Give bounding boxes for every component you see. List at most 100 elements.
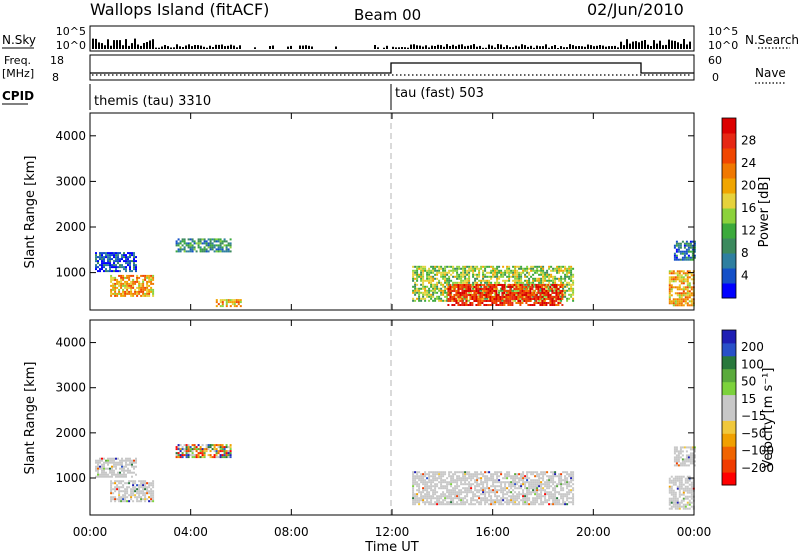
colorbar-tick-label: 20: [741, 179, 756, 193]
echo-cell: [452, 267, 455, 270]
echo-cell: [689, 446, 692, 449]
echo-cell: [545, 286, 548, 288]
echo-cell: [120, 274, 123, 277]
echo-cell: [105, 471, 107, 474]
echo-cell: [686, 278, 689, 281]
echo-cell: [460, 491, 463, 494]
echo-cell: [503, 296, 506, 298]
echo-cell: [518, 479, 521, 482]
echo-cell: [554, 471, 557, 474]
echo-cell: [508, 277, 511, 280]
nsky-bar: [623, 45, 625, 49]
echo-cell: [450, 503, 453, 506]
echo-cell: [678, 280, 681, 283]
echo-cell: [564, 501, 567, 504]
echo-cell: [414, 497, 417, 500]
echo-cell: [474, 473, 477, 476]
echo-cell: [99, 252, 101, 255]
echo-cell: [107, 457, 109, 460]
echo-cell: [197, 452, 200, 455]
echo-cell: [148, 290, 151, 293]
echo-cell: [127, 262, 129, 265]
echo-cell: [528, 491, 531, 494]
echo-cell: [481, 284, 484, 286]
echo-cell: [133, 264, 135, 267]
echo-cell: [132, 490, 135, 493]
echo-cell: [682, 298, 685, 301]
echo-cell: [111, 457, 113, 460]
echo-cell: [674, 477, 677, 480]
echo-cell: [464, 271, 467, 274]
echo-cell: [124, 492, 127, 495]
nsky-bar: [512, 47, 514, 49]
echo-cell: [101, 258, 103, 261]
echo-cell: [412, 481, 415, 484]
echo-cell: [187, 238, 190, 241]
echo-cell: [678, 489, 681, 492]
echo-cell: [514, 279, 517, 282]
nsky-bar: [677, 42, 679, 49]
nsky-bar: [113, 40, 115, 49]
echo-cell: [502, 503, 505, 506]
echo-cell: [516, 503, 519, 506]
echo-cell: [203, 454, 206, 457]
echo-cell: [474, 489, 477, 492]
echo-cell: [422, 277, 425, 280]
echo-cell: [572, 287, 575, 290]
echo-cell: [209, 444, 212, 447]
echo-cell: [434, 477, 437, 480]
echo-cell: [494, 293, 497, 296]
echo-cell: [689, 454, 692, 457]
echo-cell: [468, 491, 471, 494]
echo-cell: [476, 499, 479, 502]
echo-cell: [678, 483, 681, 486]
echo-cell: [501, 302, 504, 304]
echo-cell: [508, 271, 511, 274]
echo-cell: [570, 489, 573, 492]
echo-cell: [525, 286, 528, 288]
echo-cell: [510, 491, 513, 494]
nsky-bar: [170, 47, 172, 49]
echo-cell: [516, 473, 519, 476]
echo-cell: [501, 304, 504, 306]
echo-cell: [130, 292, 133, 295]
echo-cell: [144, 498, 147, 501]
echo-cell: [191, 238, 194, 241]
echo-cell: [209, 454, 212, 457]
echo-cell: [540, 497, 543, 500]
echo-cell: [461, 290, 464, 292]
echo-cell: [430, 495, 433, 498]
echo-cell: [458, 477, 461, 480]
echo-cell: [177, 448, 180, 451]
x-tick-label: 08:00: [274, 525, 309, 539]
nsky-bar: [587, 44, 589, 49]
colorbar-tick-label: 200: [741, 340, 764, 354]
echo-cell: [539, 294, 542, 296]
echo-cell: [552, 471, 555, 474]
echo-cell: [179, 248, 182, 251]
echo-cell: [536, 277, 539, 280]
echo-cell: [430, 503, 433, 506]
echo-cell: [482, 481, 485, 484]
echo-cell: [416, 483, 419, 486]
echo-cell: [114, 500, 117, 503]
echo-cell: [686, 501, 689, 504]
echo-cell: [685, 242, 688, 245]
echo-cell: [111, 459, 113, 462]
echo-cell: [566, 281, 569, 284]
echo-cell: [525, 302, 528, 304]
echo-cell: [207, 238, 210, 241]
echo-cell: [181, 240, 184, 243]
echo-cell: [670, 489, 673, 492]
echo-cell: [687, 254, 690, 257]
echo-cell: [201, 456, 204, 459]
echo-cell: [520, 499, 523, 502]
echo-cell: [492, 489, 495, 492]
echo-cell: [479, 296, 482, 298]
echo-cell: [128, 292, 131, 295]
echo-cell: [676, 272, 679, 275]
nsky-bar: [437, 44, 439, 49]
echo-cell: [183, 246, 186, 249]
echo-cell: [420, 473, 423, 476]
echo-cell: [560, 493, 563, 496]
